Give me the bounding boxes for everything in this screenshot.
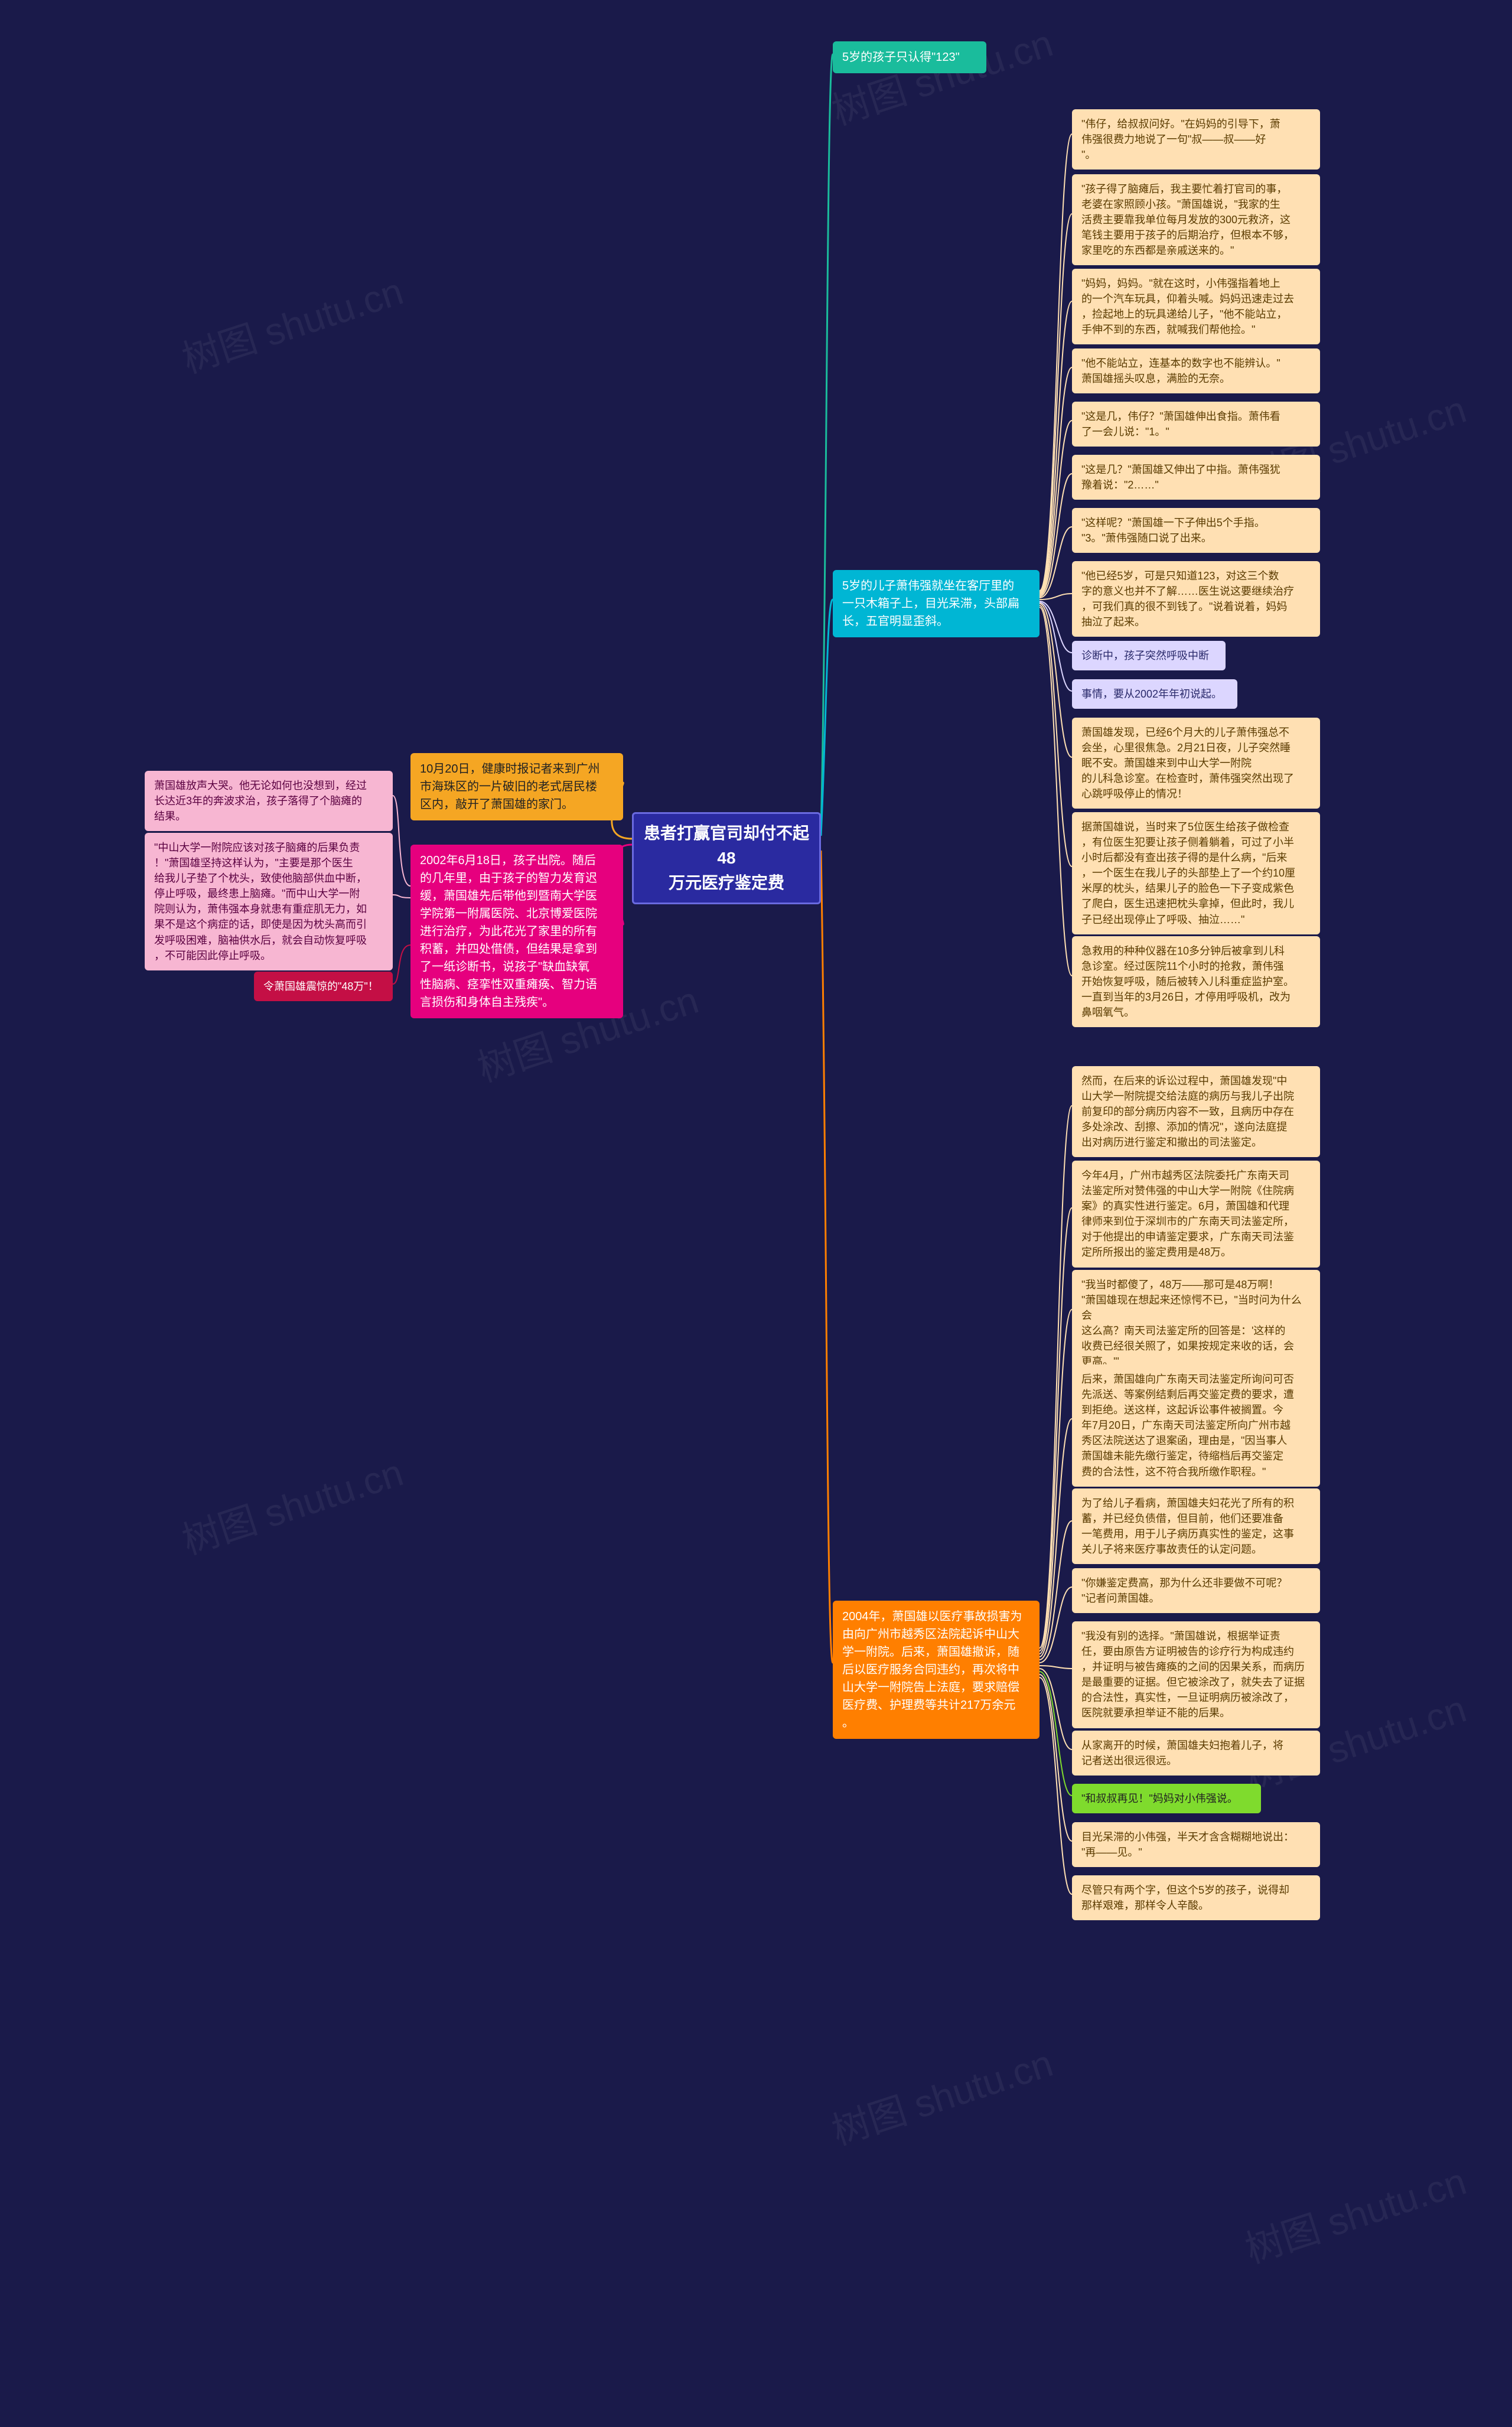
node-R2d[interactable]: "他不能站立，连基本的数字也不能辨认。" 萧国雄摇头叹息，满脸的无奈。	[1072, 348, 1320, 393]
node-R2h[interactable]: "他已经5岁，可是只知道123，对这三个数 字的意义也并不了解……医生说这要继续…	[1072, 561, 1320, 637]
node-R2l[interactable]: 据萧国雄说，当时来了5位医生给孩子做检查 ，有位医生犯要让孩子侧着躺着，可过了小…	[1072, 812, 1320, 934]
node-R2g[interactable]: "这样呢？"萧国雄一下子伸出5个手指。 "3。"萧伟强随口说了出来。	[1072, 508, 1320, 553]
node-R2b[interactable]: "孩子得了脑瘫后，我主要忙着打官司的事， 老婆在家照顾小孩。"萧国雄说，"我家的…	[1072, 174, 1320, 265]
node-R3h[interactable]: 从家离开的时候，萧国雄夫妇抱着儿子，将 记者送出很远很远。	[1072, 1731, 1320, 1776]
node-L2a[interactable]: 萧国雄放声大哭。他无论如何也没想到，经过 长达近3年的奔波求治，孩子落得了个脑瘫…	[145, 771, 393, 831]
watermark-text: 树图 shutu.cn	[174, 1442, 409, 1565]
node-R3[interactable]: 2004年，萧国雄以医疗事故损害为 由向广州市越秀区法院起诉中山大 学一附院。后…	[833, 1601, 1040, 1739]
node-R2c[interactable]: "妈妈，妈妈。"就在这时，小伟强指着地上 的一个汽车玩具，仰着头喊。妈妈迅速走过…	[1072, 269, 1320, 344]
node-R1[interactable]: 5岁的孩子只认得"123"	[833, 41, 986, 73]
node-R3b[interactable]: 今年4月，广州市越秀区法院委托广东南天司 法鉴定所对赞伟强的中山大学一附院《住院…	[1072, 1161, 1320, 1268]
node-R3g[interactable]: "我没有别的选择。"萧国雄说，根据举证责 任，要由原告方证明被告的诊疗行为构成违…	[1072, 1621, 1320, 1728]
node-R2e[interactable]: "这是几，伟仔？"萧国雄伸出食指。萧伟看 了一会儿说："1。"	[1072, 402, 1320, 447]
watermark-text: 树图 shutu.cn	[824, 2033, 1058, 2155]
node-L2c[interactable]: 令萧国雄震惊的"48万"！	[254, 972, 393, 1001]
node-R2j[interactable]: 事情，要从2002年年初说起。	[1072, 679, 1237, 709]
node-R2m[interactable]: 急救用的种种仪器在10多分钟后被拿到儿科 急诊室。经过医院11个小时的抢救，萧伟…	[1072, 936, 1320, 1027]
node-R3e[interactable]: 为了给儿子看病，萧国雄夫妇花光了所有的积 蓄，并已经负债借，但目前，他们还要准备…	[1072, 1488, 1320, 1564]
node-R2i[interactable]: 诊断中，孩子突然呼吸中断	[1072, 641, 1226, 670]
node-R2f[interactable]: "这是几？"萧国雄又伸出了中指。萧伟强犹 豫着说："2……"	[1072, 455, 1320, 500]
watermark-text: 树图 shutu.cn	[824, 13, 1058, 135]
node-L2b[interactable]: "中山大学一附院应该对孩子脑瘫的后果负责 ！"萧国雄坚持这样认为，"主要是那个医…	[145, 833, 393, 970]
node-R3i[interactable]: "和叔叔再见！"妈妈对小伟强说。	[1072, 1784, 1261, 1813]
node-R3j[interactable]: 目光呆滞的小伟强，半天才含含糊糊地说出： "再——见。"	[1072, 1822, 1320, 1867]
root-node[interactable]: 患者打赢官司却付不起48 万元医疗鉴定费	[632, 812, 821, 904]
mindmap-stage: 树图 shutu.cn 树图 shutu.cn 树图 shutu.cn 树图 shut…	[0, 0, 1512, 2427]
node-R2a[interactable]: "伟仔，给叔叔问好。"在妈妈的引导下，萧 伟强很费力地说了一句"叔——叔——好 …	[1072, 109, 1320, 170]
node-R3a[interactable]: 然而，在后来的诉讼过程中，萧国雄发现"中 山大学一附院提交给法庭的病历与我儿子出…	[1072, 1066, 1320, 1157]
node-R3f[interactable]: "你嫌鉴定费高，那为什么还非要做不可呢？ "记者问萧国雄。	[1072, 1568, 1320, 1613]
node-R2[interactable]: 5岁的儿子萧伟强就坐在客厅里的 一只木箱子上，目光呆滞，头部扁 长，五官明显歪斜…	[833, 570, 1040, 637]
node-L1[interactable]: 10月20日，健康时报记者来到广州 市海珠区的一片破旧的老式居民楼 区内，敲开了…	[410, 753, 623, 820]
node-L2[interactable]: 2002年6月18日，孩子出院。随后 的几年里，由于孩子的智力发育迟 缓，萧国雄…	[410, 845, 623, 1018]
watermark-text: 树图 shutu.cn	[174, 261, 409, 383]
watermark-text: 树图 shutu.cn	[1237, 2151, 1472, 2273]
node-R2k[interactable]: 萧国雄发现，已经6个月大的儿子萧伟强总不 会坐，心里很焦急。2月21日夜，儿子突…	[1072, 718, 1320, 809]
node-R3d[interactable]: 后来，萧国雄向广东南天司法鉴定所询问可否 先派送、等案例结剩后再交鉴定费的要求，…	[1072, 1364, 1320, 1487]
node-R3c[interactable]: "我当时都傻了，48万——那可是48万啊！ "萧国雄现在想起来还惊愕不已，"当时…	[1072, 1270, 1320, 1377]
node-R3k[interactable]: 尽管只有两个字，但这个5岁的孩子，说得却 那样艰难，那样令人辛酸。	[1072, 1875, 1320, 1920]
